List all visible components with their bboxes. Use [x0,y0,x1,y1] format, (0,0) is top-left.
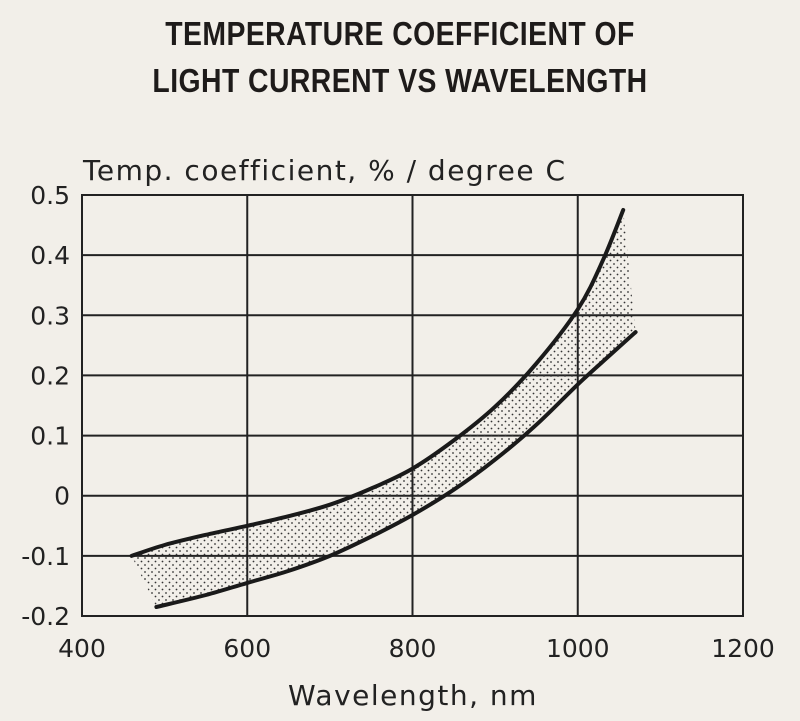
y-tick-label-5: 0 [54,482,70,511]
band-fill [131,210,636,607]
lower-curve [154,330,638,609]
upper-curve [129,208,626,558]
y-axis-label: Temp. coefficient, % / degree C [82,154,567,187]
chart-title-line-1: TEMPERATURE COEFFICIENT OF [165,15,635,52]
y-tick-label-3: 0.2 [30,361,70,390]
y-tick-label-6: -0.1 [21,542,70,571]
y-tick-label-0: 0.5 [30,181,70,210]
y-tick-label-2: 0.3 [30,301,70,330]
x-tick-label-3: 1000 [546,634,610,663]
chart-title: TEMPERATURE COEFFICIENT OF LIGHT CURRENT… [56,10,744,104]
x-tick-label-1: 600 [223,634,271,663]
y-tick-label-7: -0.2 [21,602,70,631]
x-tick-label-2: 800 [389,634,437,663]
x-tick-label-0: 400 [58,634,106,663]
plot-frame [81,194,744,617]
x-tick-label-4: 1200 [711,634,775,663]
y-tick-label-1: 0.4 [30,241,70,270]
chart-title-line-2: LIGHT CURRENT VS WAVELENGTH [152,62,648,99]
plot-area: 0.5 0.4 0.3 0.2 0.1 0 -0.1 -0.2 400 600 800 1000 120… [21,181,775,663]
y-tick-label-4: 0.1 [30,422,70,451]
x-axis-label: Wavelength, nm [288,679,538,712]
